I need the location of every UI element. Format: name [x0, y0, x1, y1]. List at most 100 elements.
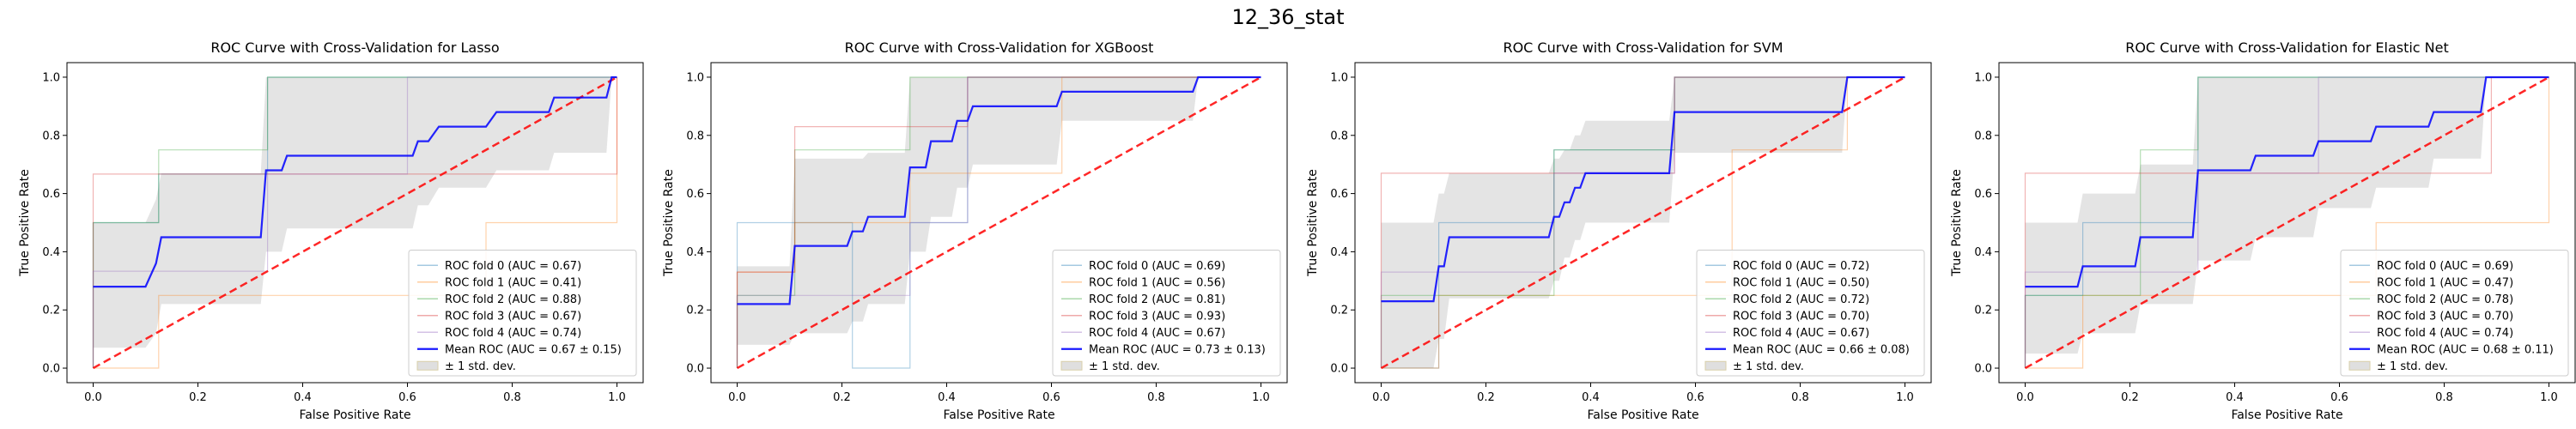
x-tick-label: 0.6	[2330, 391, 2348, 404]
legend-label: ROC fold 4 (AUC = 0.67)	[1089, 327, 1225, 340]
mean-roc-line	[737, 76, 1261, 305]
legend-swatch-band	[1060, 360, 1083, 371]
roc-fold-0-line	[1381, 76, 1905, 369]
roc-fold-0-line	[92, 76, 617, 368]
legend-label: ROC fold 0 (AUC = 0.69)	[2377, 260, 2513, 273]
legend-label: ROC fold 3 (AUC = 0.67)	[445, 310, 581, 323]
y-tick-label: 0.0	[1974, 363, 1992, 376]
y-tick-label: 0.0	[686, 363, 704, 376]
y-tick-label: 1.0	[686, 71, 704, 84]
x-tick-label: 1.0	[608, 391, 626, 404]
legend-label: ROC fold 4 (AUC = 0.74)	[445, 327, 581, 340]
std-band	[737, 77, 1261, 345]
x-tick-label: 0.8	[1791, 391, 1809, 404]
y-tick-label: 0.4	[1974, 246, 1992, 259]
legend-label: ROC fold 1 (AUC = 0.50)	[1733, 276, 1869, 289]
legend-label: ± 1 std. dev.	[2377, 360, 2448, 373]
subplot-1: ROC Curve with Cross-Validation for XGBo…	[662, 39, 1288, 422]
roc-fold-2-line	[736, 76, 1261, 368]
legend-label: ROC fold 2 (AUC = 0.72)	[1733, 293, 1869, 306]
subplot-title: ROC Curve with Cross-Validation for SVM	[1503, 39, 1783, 56]
y-tick-label: 0.8	[686, 130, 704, 142]
y-tick-label: 0.8	[1974, 130, 1992, 142]
roc-fold-2-line	[92, 76, 617, 368]
subplot-3: ROC Curve with Cross-Validation for Elas…	[1950, 39, 2576, 422]
roc-fold-2-line	[2024, 76, 2549, 368]
legend-label: ROC fold 0 (AUC = 0.69)	[1089, 260, 1225, 273]
y-tick-label: 1.0	[1330, 71, 1348, 84]
subplot-title: ROC Curve with Cross-Validation for Elas…	[2125, 39, 2449, 56]
y-tick-label: 0.4	[42, 246, 60, 259]
x-tick-label: 0.2	[189, 391, 207, 404]
legend-label: ROC fold 1 (AUC = 0.47)	[2377, 276, 2513, 289]
x-axis-label: False Positive Rate	[1587, 408, 1698, 422]
roc-fold-3-line	[736, 76, 1261, 368]
legend-label: Mean ROC (AUC = 0.66 ± 0.08)	[1733, 343, 1910, 356]
x-tick-label: 0.8	[1147, 391, 1165, 404]
x-tick-label: 0.2	[2121, 391, 2139, 404]
legend-label: ROC fold 3 (AUC = 0.70)	[1733, 310, 1869, 323]
legend-label: ROC fold 1 (AUC = 0.41)	[445, 276, 581, 289]
y-axis-label: True Positive Rate	[1306, 169, 1320, 277]
chance-line	[736, 76, 1262, 370]
legend-swatch-band	[416, 360, 439, 371]
x-tick-label: 0.4	[294, 391, 312, 404]
x-tick-label: 0.0	[728, 391, 746, 404]
y-tick-label: 0.6	[42, 188, 60, 201]
x-tick-label: 0.0	[2016, 391, 2034, 404]
axes-frame	[1998, 62, 2576, 384]
legend-label: Mean ROC (AUC = 0.67 ± 0.15)	[445, 343, 622, 356]
roc-fold-4-line	[736, 76, 1261, 368]
axes-frame	[710, 62, 1288, 384]
mean-roc-line	[1381, 76, 1905, 303]
x-tick-label: 0.4	[1582, 391, 1600, 404]
x-tick-label: 0.0	[1372, 391, 1390, 404]
x-axis-label: False Positive Rate	[2231, 408, 2342, 422]
mean-roc-line	[2025, 76, 2549, 288]
x-tick-label: 0.6	[1686, 391, 1704, 404]
x-tick-label: 0.8	[503, 391, 521, 404]
legend-frame	[1052, 250, 1281, 377]
legend-label: ROC fold 4 (AUC = 0.74)	[2377, 327, 2513, 340]
chance-line	[1380, 76, 1906, 370]
subplot-0: ROC Curve with Cross-Validation for Lass…	[18, 39, 644, 422]
legend-label: ROC fold 2 (AUC = 0.78)	[2377, 293, 2513, 306]
subplot-title: ROC Curve with Cross-Validation for XGBo…	[845, 39, 1154, 56]
y-tick-label: 0.0	[1330, 363, 1348, 376]
roc-fold-0-line	[2024, 76, 2549, 368]
x-tick-label: 0.6	[398, 391, 416, 404]
y-tick-label: 0.0	[42, 363, 60, 376]
y-axis-label: True Positive Rate	[662, 169, 676, 277]
x-tick-label: 0.2	[1477, 391, 1495, 404]
std-band	[93, 77, 617, 348]
y-tick-label: 0.4	[686, 246, 704, 259]
legend-label: Mean ROC (AUC = 0.68 ± 0.11)	[2377, 343, 2554, 356]
y-axis-label: True Positive Rate	[1950, 169, 1964, 277]
legend: ROC fold 0 (AUC = 0.72) ROC fold 1 (AUC =…	[1696, 250, 1925, 377]
legend-label: ± 1 std. dev.	[1089, 360, 1160, 373]
legend-label: ± 1 std. dev.	[445, 360, 516, 373]
chance-line	[2024, 76, 2550, 370]
x-tick-label: 1.0	[1252, 391, 1270, 404]
y-tick-label: 1.0	[42, 71, 60, 84]
std-band	[2025, 77, 2549, 354]
legend: ROC fold 0 (AUC = 0.69) ROC fold 1 (AUC =…	[2340, 250, 2569, 377]
roc-fold-3-line	[92, 77, 618, 368]
chance-line	[92, 76, 618, 370]
legend-swatch-band	[1704, 360, 1727, 371]
legend-label: Mean ROC (AUC = 0.73 ± 0.13)	[1089, 343, 1266, 356]
subplot-title: ROC Curve with Cross-Validation for Lass…	[210, 39, 499, 56]
x-tick-label: 0.4	[938, 391, 956, 404]
legend-frame	[2340, 250, 2569, 377]
x-axis-label: False Positive Rate	[943, 408, 1054, 422]
legend: ROC fold 0 (AUC = 0.69) ROC fold 1 (AUC =…	[1052, 250, 1281, 377]
y-tick-label: 0.2	[686, 305, 704, 317]
x-tick-label: 0.4	[2226, 391, 2244, 404]
legend-frame	[408, 250, 637, 377]
legend-label: ROC fold 1 (AUC = 0.56)	[1089, 276, 1225, 289]
y-tick-label: 0.2	[1974, 305, 1992, 317]
roc-fold-1-line	[1381, 76, 1905, 369]
x-tick-label: 1.0	[1896, 391, 1914, 404]
x-tick-label: 0.6	[1042, 391, 1060, 404]
y-tick-label: 0.8	[1330, 130, 1348, 142]
